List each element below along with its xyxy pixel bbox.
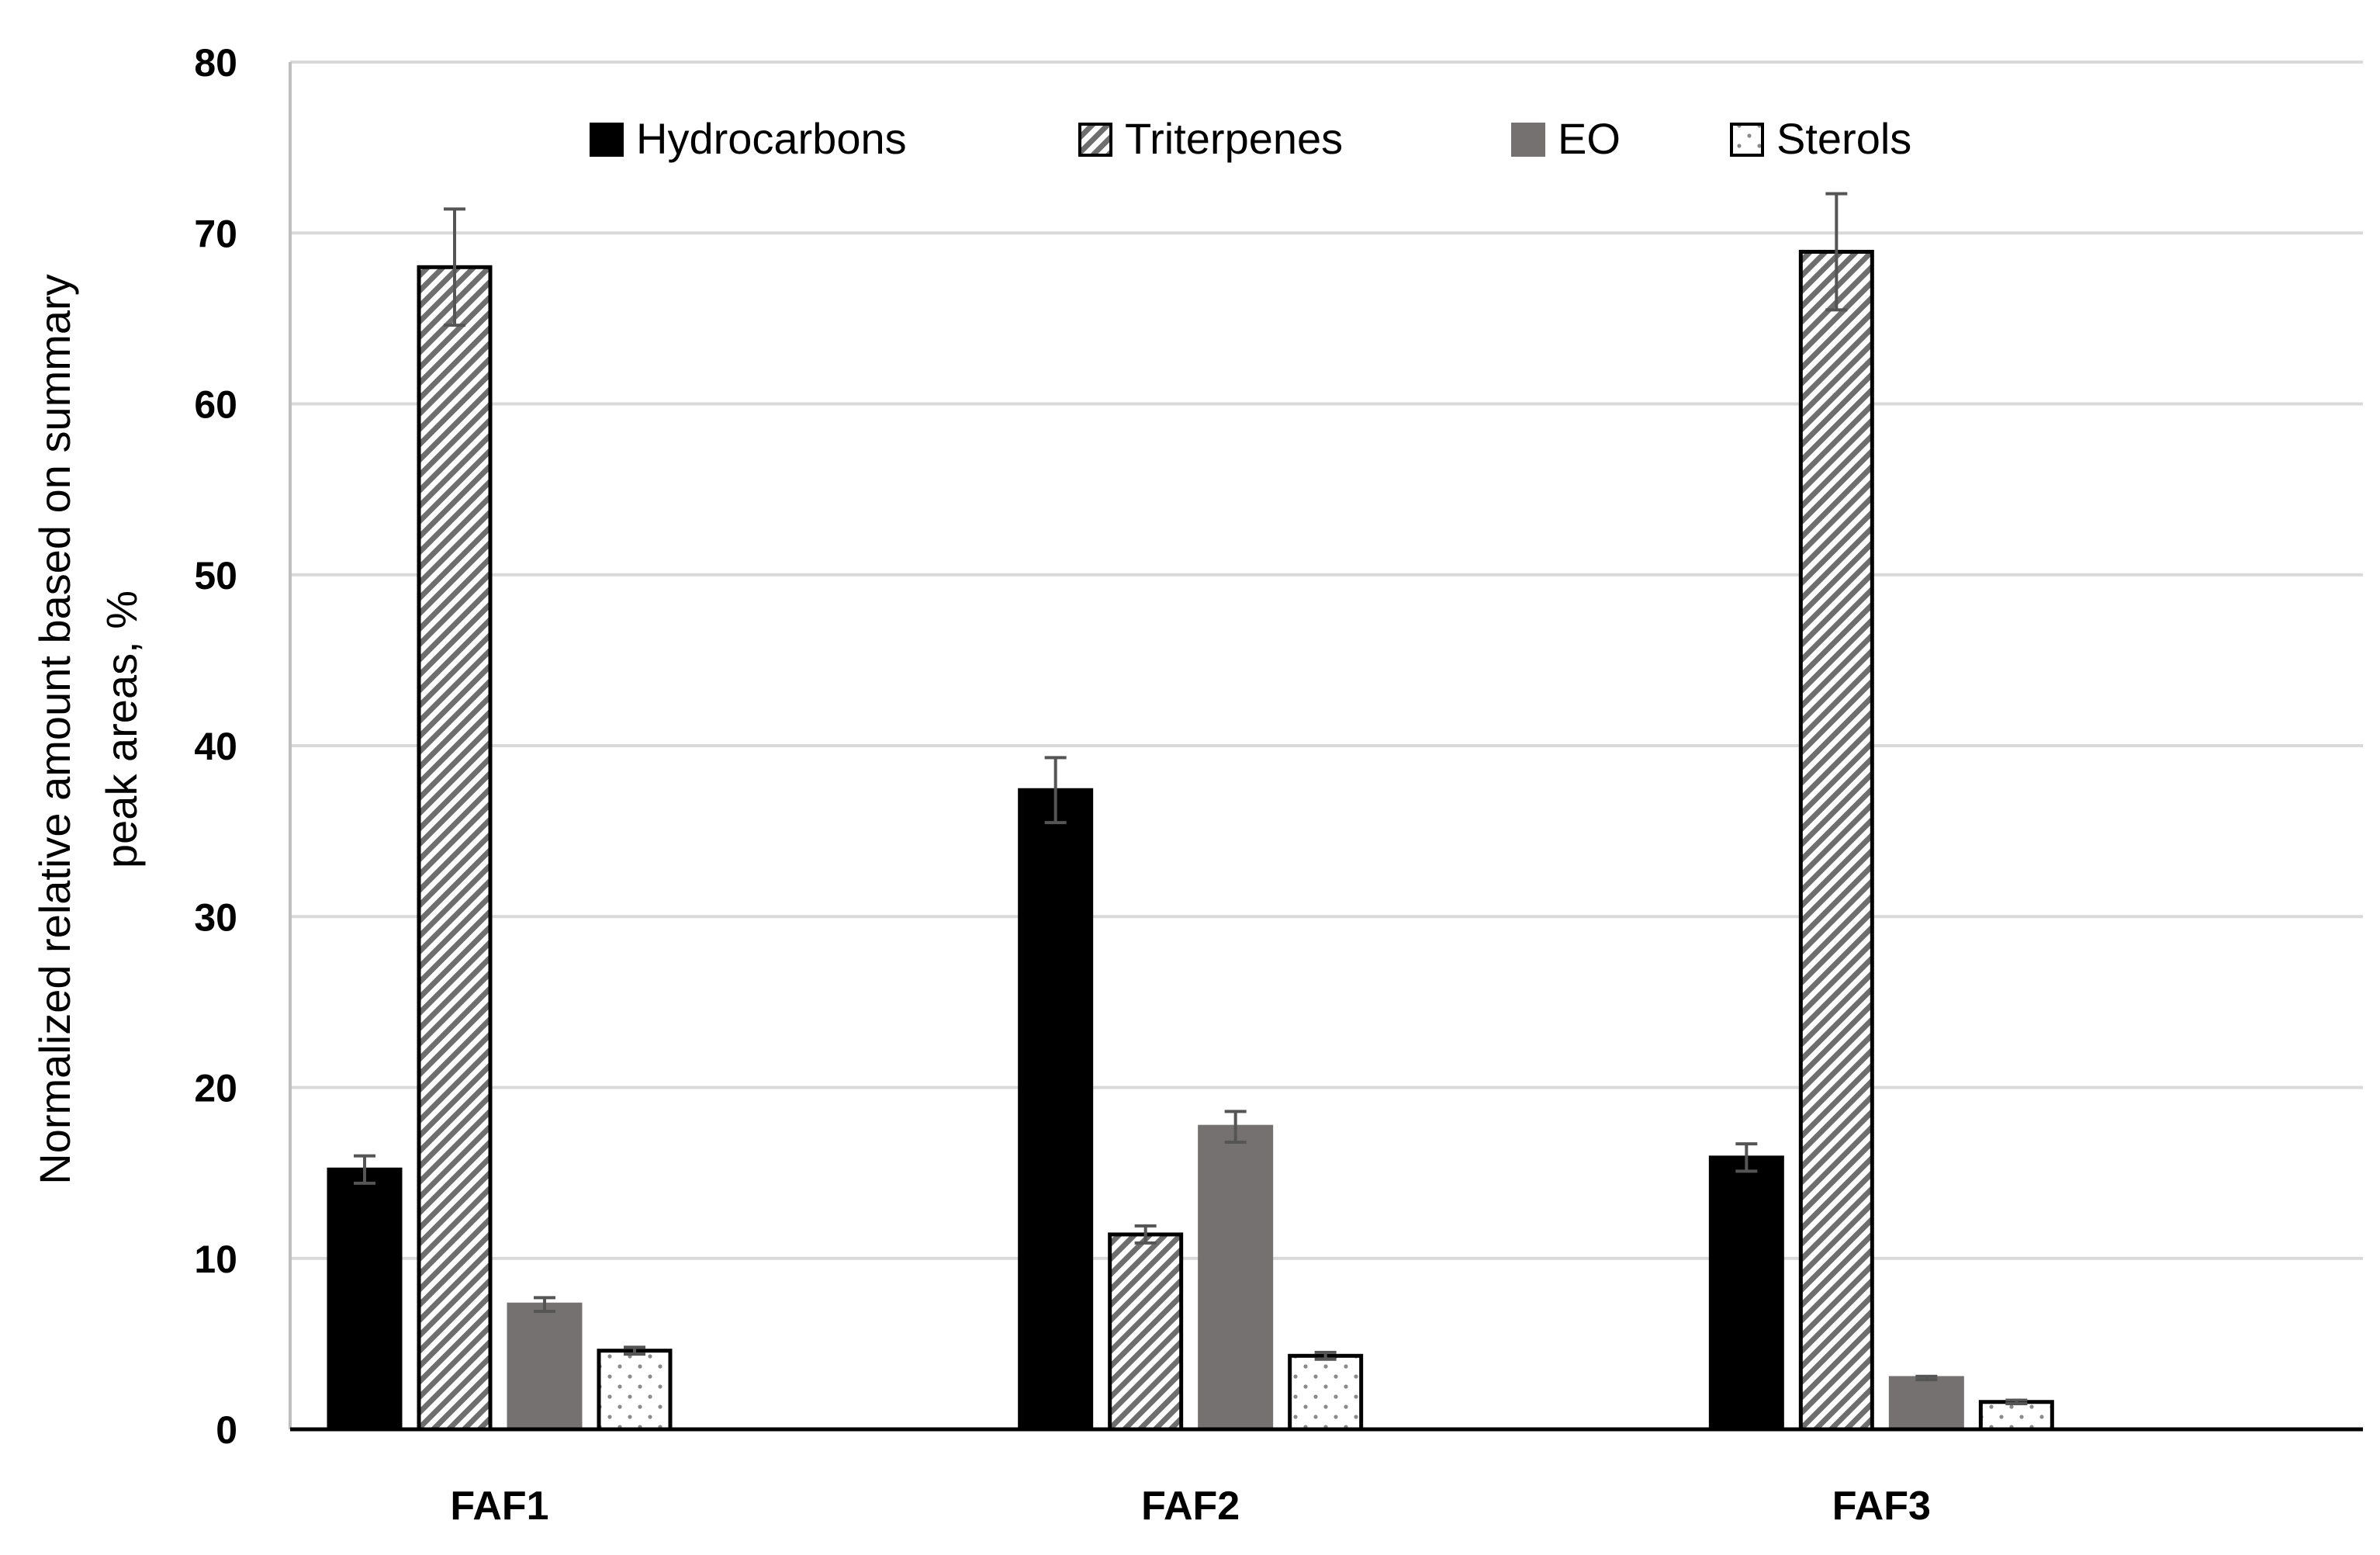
- x-category-label: FAF1: [450, 1484, 548, 1529]
- legend-label-triterpenes: Triterpenes: [1125, 114, 1343, 163]
- legend-swatch-eo: [1511, 123, 1545, 157]
- legend-swatch-hydrocarbons: [590, 123, 624, 157]
- y-tick-label: 30: [194, 895, 237, 939]
- y-tick-label: 50: [194, 554, 237, 597]
- bar-sterols-faf2: [1288, 1353, 1364, 1432]
- x-category-label: FAF2: [1141, 1484, 1240, 1529]
- bar-eo-faf1: [507, 1302, 583, 1432]
- bar-hydrocarbons-faf1: [327, 1167, 403, 1432]
- gridlines: [290, 61, 2363, 1260]
- bar-triterpenes-faf2: [1108, 1232, 1184, 1432]
- y-tick-label: 0: [216, 1408, 237, 1452]
- bar-triterpenes-faf3: [1798, 249, 1874, 1432]
- y-tick-label: 40: [194, 725, 237, 768]
- y-axis-title-line2: peak areas, %: [97, 590, 146, 868]
- legend-swatch-triterpenes: [1078, 123, 1112, 157]
- legend-swatch-sterols: [1730, 123, 1764, 157]
- y-tick-label: 60: [194, 383, 237, 427]
- legend-label-eo: EO: [1558, 114, 1621, 163]
- y-tick-labels: 0 10 20 30 40 50 60 70 80: [194, 41, 237, 1452]
- bars: [327, 249, 2054, 1432]
- y-axis-title: Normalized relative amount based on summ…: [30, 274, 146, 1184]
- bar-sterols-faf3: [1978, 1400, 2054, 1432]
- axes: [289, 62, 2363, 1432]
- bar-hydrocarbons-faf2: [1018, 788, 1094, 1432]
- y-axis-title-line1: Normalized relative amount based on summ…: [30, 274, 79, 1184]
- x-category-label: FAF3: [1832, 1484, 1931, 1529]
- y-tick-label: 20: [194, 1067, 237, 1110]
- y-tick-label: 80: [194, 41, 237, 85]
- legend-label-sterols: Sterols: [1776, 114, 1911, 163]
- bar-eo-faf2: [1198, 1124, 1274, 1432]
- y-tick-label: 10: [194, 1238, 237, 1281]
- x-category-labels: FAF1 FAF2 FAF3: [450, 1484, 1930, 1529]
- y-tick-label: 70: [194, 212, 237, 255]
- bar-hydrocarbons-faf3: [1708, 1155, 1784, 1432]
- legend: Hydrocarbons Triterpenes EO Sterols: [590, 114, 1911, 163]
- legend-label-hydrocarbons: Hydrocarbons: [636, 114, 907, 163]
- bar-sterols-faf1: [597, 1349, 673, 1432]
- bar-eo-faf3: [1888, 1376, 1964, 1432]
- bar-triterpenes-faf1: [417, 265, 493, 1432]
- error-bars: [354, 192, 2028, 1405]
